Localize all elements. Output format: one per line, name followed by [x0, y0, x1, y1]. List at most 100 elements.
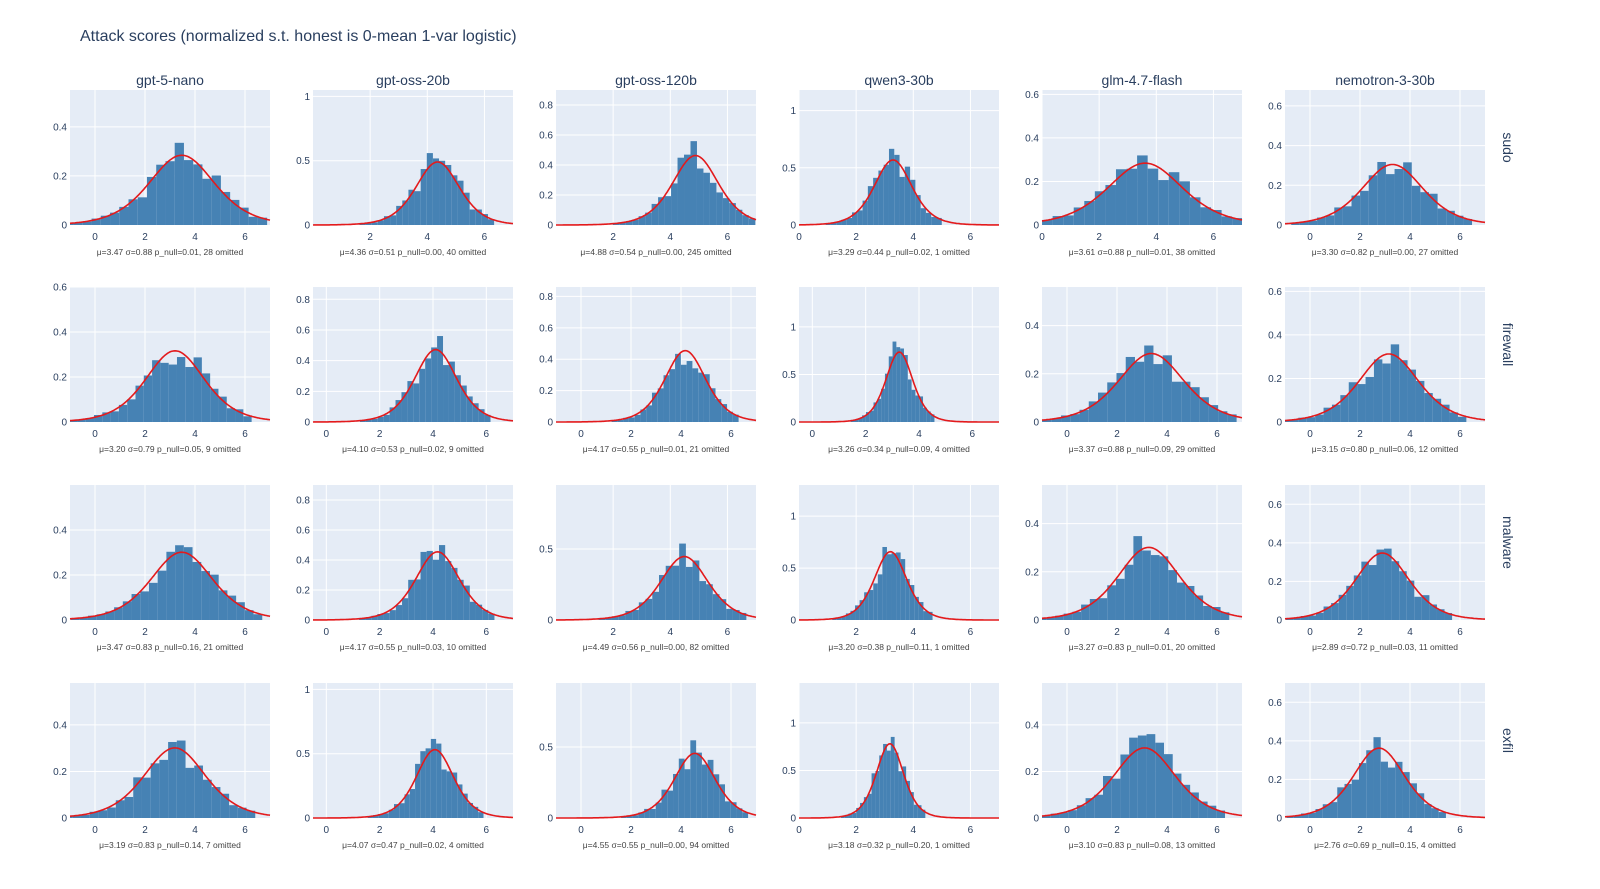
histogram-bar: [1411, 185, 1421, 225]
histogram-bar: [1198, 801, 1208, 818]
histogram-bar: [892, 341, 897, 422]
histogram-bar: [628, 417, 635, 422]
panel-malware-gpt-oss-120b: 0 0.5 2 4 6 μ=4.49 σ=0.56 p_null=0.00, 82 omi…: [539, 485, 757, 652]
histogram-bar: [725, 801, 731, 818]
histogram-bar: [1207, 805, 1217, 818]
histogram-bar: [864, 592, 869, 620]
histogram-bar: [445, 561, 452, 620]
histogram-bar: [921, 809, 926, 818]
histogram-bar: [907, 379, 912, 422]
histogram-bar: [696, 168, 704, 225]
histogram-bar: [673, 773, 679, 818]
fit-curve: [799, 550, 999, 621]
histogram-bar: [619, 222, 626, 225]
fit-curve: [313, 550, 514, 621]
histogram-bar: [883, 164, 889, 225]
histogram-bar: [632, 609, 639, 620]
histogram-bar: [1181, 784, 1191, 818]
histogram-bar: [1366, 750, 1374, 818]
fit-curve: [1041, 747, 1243, 817]
x-tick-label: 2: [628, 825, 634, 836]
histogram-bar: [836, 617, 842, 620]
y-tick-label: 0: [1033, 221, 1039, 232]
panel-stats: μ=4.10 σ=0.53 p_null=0.02, 9 omitted: [342, 444, 484, 454]
x-tick-label: 4: [430, 429, 436, 440]
y-tick-label: 0: [790, 616, 796, 627]
histogram-bar: [1421, 595, 1430, 620]
fit-curve: [1041, 162, 1243, 222]
x-tick-label: 2: [1357, 429, 1363, 440]
y-tick-label: 1: [790, 718, 796, 729]
column-title: glm-4.7-flash: [1102, 72, 1183, 88]
panel-sudo-qwen3-30b: 0 0.5 1 0 2 4 6 μ=3.29 σ=0.44 p_null=0.02, 1 om…: [782, 90, 999, 257]
fit-curve: [312, 161, 514, 226]
histogram-bar: [1063, 613, 1073, 620]
histogram-bar: [1368, 565, 1377, 620]
panel-stats: μ=3.10 σ=0.83 p_null=0.08, 13 omitted: [1069, 840, 1216, 850]
x-tick-label: 4: [1164, 825, 1170, 836]
histogram-bar: [210, 388, 219, 422]
x-tick-label: 6: [1457, 232, 1463, 243]
histogram-bar: [445, 164, 452, 225]
x-tick-label: 4: [668, 627, 674, 638]
histogram-bar: [70, 816, 73, 818]
histogram-bar: [646, 405, 652, 422]
histogram-bar: [715, 399, 722, 422]
panel-sudo-gpt-oss-120b: 0 0.2 0.4 0.6 0.8 2 4 6 μ=4.88 σ=0.54 p_null=0.0…: [539, 90, 757, 257]
histogram-bar: [77, 419, 86, 422]
histogram-bar: [926, 411, 931, 422]
x-tick-label: 6: [1457, 429, 1463, 440]
y-tick-label: 0: [547, 221, 553, 232]
histogram-bar: [652, 591, 660, 620]
histogram-bar: [174, 142, 184, 225]
histogram-bar: [1084, 200, 1095, 225]
histogram-bar: [927, 611, 933, 620]
histogram-bar: [1079, 409, 1089, 422]
y-tick-label: 0: [790, 814, 796, 825]
histogram-bar: [879, 755, 884, 818]
y-tick-label: 0.8: [539, 292, 553, 303]
histogram-bar: [854, 419, 859, 422]
histogram-bar: [1137, 155, 1148, 225]
histogram-bar: [239, 207, 249, 225]
y-tick-label: 0.2: [1025, 369, 1039, 380]
histogram-bar: [1153, 364, 1163, 422]
histogram-bar: [632, 219, 639, 225]
histogram-bar: [1415, 380, 1425, 422]
histogram-bar: [862, 415, 866, 422]
histogram-bar: [143, 375, 153, 422]
histogram-bar: [128, 199, 138, 225]
x-tick-label: 0: [92, 232, 98, 243]
histogram-bar: [1340, 395, 1349, 422]
histogram-bar: [137, 197, 147, 225]
histogram-bar: [365, 617, 372, 620]
histogram-bar: [1081, 604, 1090, 620]
histogram-bar: [1315, 809, 1323, 818]
histogram-bar: [157, 570, 167, 620]
histogram-bar: [1063, 215, 1074, 225]
histogram-bar: [463, 192, 470, 225]
panel-stats: μ=2.89 σ=0.72 p_null=0.03, 11 omitted: [1312, 642, 1458, 652]
histogram-bar: [441, 769, 447, 818]
histogram-bar: [420, 551, 427, 620]
histogram-bar: [1216, 810, 1226, 818]
histogram-bar: [638, 602, 646, 620]
histogram-bar: [830, 222, 837, 225]
y-tick-label: 0: [304, 814, 310, 825]
histogram-bar: [1406, 580, 1415, 620]
histogram-bar: [677, 157, 685, 225]
histogram-bar: [855, 605, 860, 620]
histogram-bar: [395, 605, 403, 620]
histogram-bar: [1103, 775, 1112, 818]
histogram-bar: [1185, 585, 1195, 620]
histogram-bar: [882, 546, 887, 620]
row-label: malware: [1500, 516, 1516, 569]
histogram-bar: [669, 369, 676, 422]
histogram-bar: [888, 356, 893, 422]
histogram-bar: [133, 777, 142, 818]
histogram-bar: [425, 358, 432, 422]
histogram-bar: [358, 618, 366, 620]
histogram-bar: [883, 743, 887, 818]
histogram-bar: [1300, 615, 1309, 620]
histogram-bar: [1380, 761, 1388, 818]
